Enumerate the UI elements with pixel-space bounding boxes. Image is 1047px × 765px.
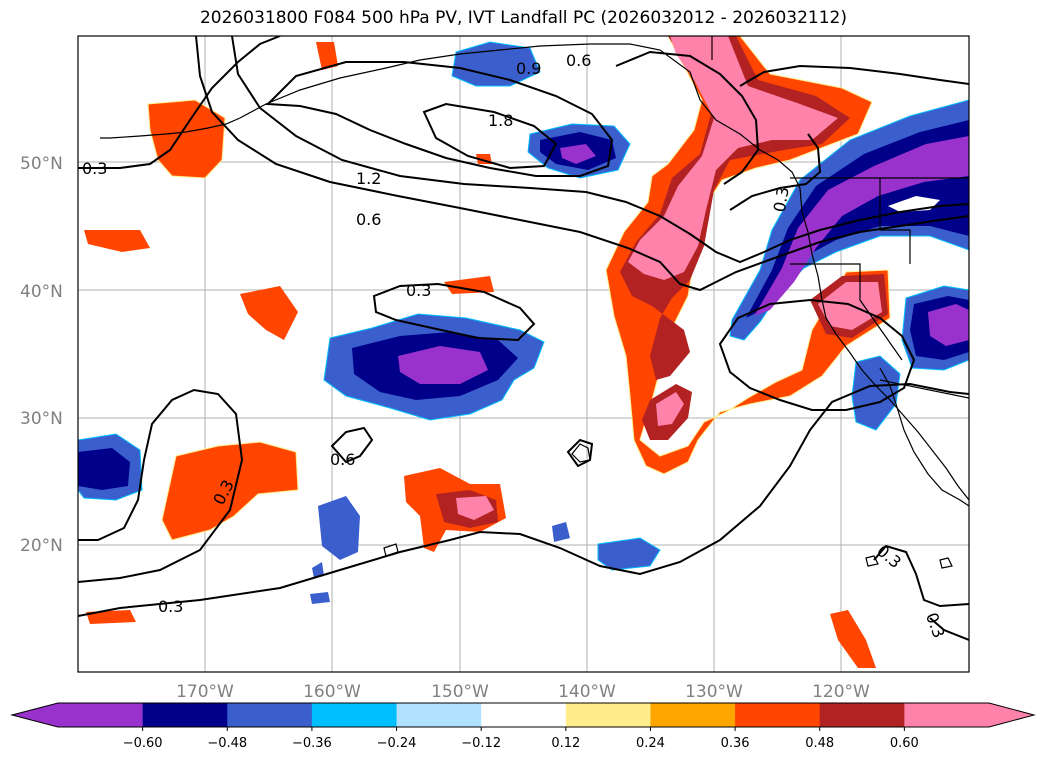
map-frame [77,35,970,673]
positive-anomaly-region [240,286,298,340]
lon-label: 120°W [812,682,870,702]
map-title: 2026031800 F084 500 hPa PV, IVT Landfall… [199,8,847,28]
colorbar-tick-label: −0.48 [207,736,247,751]
lat-label: 50°N [20,154,63,174]
colorbar-tick-label: −0.36 [292,736,332,751]
colorbar-swatch [481,703,567,727]
colorbar-swatch [227,703,313,727]
colorbar-ticks: −0.60 −0.48 −0.36 −0.24 −0.12 0.12 0.24 0.36 0.4… [123,727,919,751]
contour-label: 1.2 [356,169,381,188]
negative-anomaly-region [312,562,324,578]
contour-label: 0.3 [82,159,107,178]
coastlines [100,36,969,569]
colorbar-swatch [142,703,228,727]
colorbar-outline [10,702,1036,728]
contour-label: 0.9 [516,59,541,78]
colorbar-swatch [650,703,736,727]
colorbar: −0.60 −0.48 −0.36 −0.24 −0.12 0.12 0.24 0.36 0.4… [10,702,1036,751]
colorbar-extend-max [989,703,1034,727]
contour-label: 0.6 [566,51,591,70]
colorbar-swatch [565,703,651,727]
contour-label: 0.3 [770,185,793,213]
positive-anomaly-region [830,610,876,668]
longitude-labels: 170°W 160°W 150°W 140°W 130°W 120°W [176,682,870,702]
negative-anomaly-region [318,496,360,560]
lon-label: 170°W [176,682,234,702]
negative-anomaly-region [552,522,570,542]
pv-shading [78,36,969,668]
contour-label: 0.6 [330,450,355,469]
latitude-labels: 50°N 40°N 30°N 20°N [20,154,63,556]
colorbar-swatch [58,703,144,727]
lat-label: 40°N [20,282,63,302]
positive-anomaly-region [147,99,226,179]
positive-anomaly-region [84,230,150,252]
positive-anomaly-region [316,42,338,70]
contour-lines [78,36,969,641]
negative-anomaly-region [78,448,130,490]
negative-anomaly-region [560,144,596,164]
negative-anomaly-region [754,136,969,316]
positive-anomaly-region [456,496,494,520]
colorbar-extend-min [12,703,58,727]
colorbar-tick-label: 0.24 [636,736,665,751]
lat-label: 30°N [20,409,63,429]
contour-label: 0.3 [406,281,431,300]
negative-anomaly-region [851,355,901,431]
positive-anomaly-region [818,282,882,330]
contour-label: 0.6 [356,210,381,229]
colorbar-swatch [819,703,905,727]
colorbar-tick-label: −0.12 [461,736,501,751]
negative-anomaly-region [310,592,330,604]
colorbar-boxes [58,703,990,727]
positive-anomaly-region [161,441,299,541]
colorbar-swatch [396,703,482,727]
positive-anomaly-region [628,36,838,280]
lon-label: 150°W [431,682,489,702]
lon-label: 130°W [685,682,743,702]
lon-label: 140°W [558,682,616,702]
colorbar-swatch [311,703,398,727]
contour-label: 0.3 [158,597,183,616]
positive-anomaly-region [86,610,136,624]
positive-anomaly-region [444,276,494,294]
negative-anomaly-region [398,346,488,384]
colorbar-swatch [735,703,821,727]
positive-anomaly-region [656,392,684,426]
colorbar-tick-label: −0.24 [377,736,417,751]
negative-anomaly-region [928,304,969,346]
negative-anomaly-region [597,537,661,571]
colorbar-tick-label: 0.36 [721,736,750,751]
contour-label: 1.8 [488,111,513,130]
lat-label: 20°N [20,536,63,556]
colorbar-tick-label: 0.48 [805,736,834,751]
colorbar-tick-label: −0.60 [123,736,163,751]
lon-label: 160°W [303,682,361,702]
colorbar-tick-label: 0.60 [890,736,919,751]
colorbar-tick-label: 0.12 [551,736,580,751]
colorbar-swatch [904,703,990,727]
